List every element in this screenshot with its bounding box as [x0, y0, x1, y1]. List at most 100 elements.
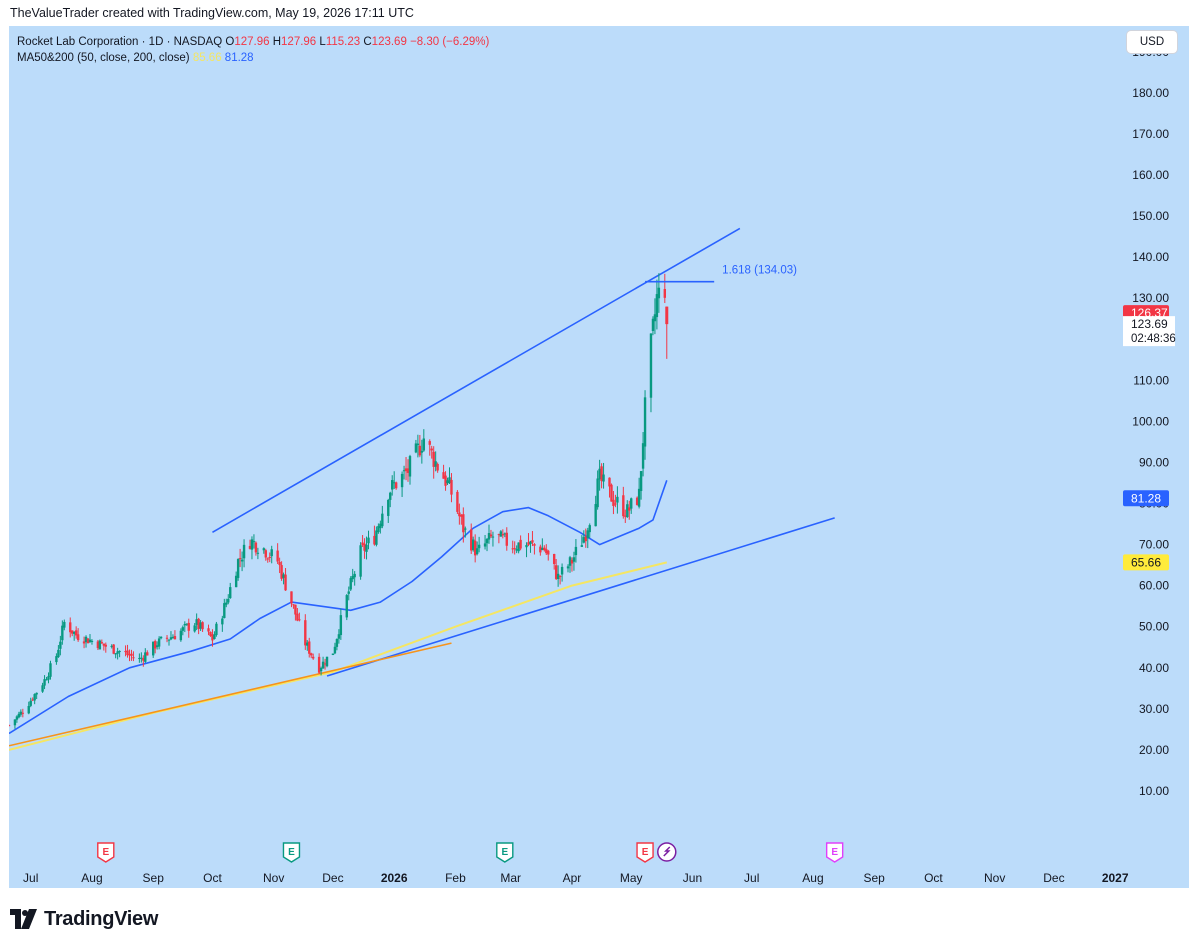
candle[interactable] — [519, 539, 522, 549]
candle[interactable] — [130, 653, 133, 656]
candle[interactable] — [539, 546, 542, 553]
candle[interactable] — [183, 624, 187, 626]
candle[interactable] — [655, 294, 659, 318]
candle[interactable] — [146, 652, 149, 656]
candle[interactable] — [637, 488, 641, 507]
candle[interactable] — [614, 503, 617, 505]
price-chart[interactable]: 1.618 (134.03) 10.00 20.00 30.00 40.00 50.00… — [9, 26, 1189, 888]
candle[interactable] — [88, 639, 92, 642]
candle[interactable] — [19, 711, 23, 715]
candle[interactable] — [501, 534, 505, 536]
candle[interactable] — [223, 603, 226, 619]
candle[interactable] — [262, 548, 266, 551]
candle[interactable] — [321, 661, 325, 669]
candle[interactable] — [157, 638, 161, 647]
candle[interactable] — [418, 445, 422, 456]
candle[interactable] — [628, 507, 631, 511]
candle[interactable] — [568, 557, 572, 566]
candle[interactable] — [142, 658, 145, 661]
candle[interactable] — [416, 443, 420, 446]
candle[interactable] — [462, 514, 465, 533]
candle[interactable] — [82, 641, 86, 644]
candle[interactable] — [76, 634, 80, 641]
candle[interactable] — [100, 642, 104, 644]
candle[interactable] — [325, 656, 329, 667]
candle[interactable] — [497, 534, 501, 536]
candle[interactable] — [155, 645, 159, 647]
candle[interactable] — [394, 482, 398, 489]
candle[interactable] — [270, 549, 273, 557]
candle[interactable] — [456, 491, 459, 512]
earnings-event-icon[interactable] — [636, 842, 654, 863]
candle[interactable] — [367, 537, 370, 544]
candle[interactable] — [102, 643, 106, 646]
candle[interactable] — [351, 575, 354, 580]
candle[interactable] — [594, 504, 597, 527]
candle[interactable] — [643, 397, 647, 447]
candle[interactable] — [444, 475, 447, 486]
candle[interactable] — [608, 477, 611, 487]
candle[interactable] — [359, 545, 362, 577]
candle[interactable] — [13, 719, 17, 726]
candle[interactable] — [471, 539, 475, 551]
candle[interactable] — [406, 468, 410, 473]
candle[interactable] — [278, 561, 281, 566]
candle[interactable] — [195, 619, 198, 625]
candle[interactable] — [17, 713, 21, 718]
candle[interactable] — [525, 544, 528, 548]
candle[interactable] — [55, 656, 58, 663]
candle[interactable] — [41, 685, 44, 692]
candle[interactable] — [252, 541, 256, 543]
candle[interactable] — [193, 625, 196, 632]
candle[interactable] — [124, 651, 127, 653]
candle[interactable] — [337, 634, 341, 639]
candle[interactable] — [63, 621, 66, 628]
earnings-event-icon[interactable] — [496, 842, 514, 863]
candle[interactable] — [43, 679, 46, 686]
candle[interactable] — [442, 472, 445, 479]
candle[interactable] — [483, 543, 487, 547]
candle[interactable] — [554, 565, 558, 579]
candle[interactable] — [211, 634, 214, 641]
candle[interactable] — [72, 631, 76, 634]
candle[interactable] — [347, 591, 350, 594]
candle[interactable] — [570, 559, 574, 564]
currency-selector[interactable]: USD — [1127, 31, 1177, 53]
candle[interactable] — [225, 602, 228, 605]
candle[interactable] — [84, 636, 88, 643]
candle[interactable] — [584, 536, 587, 542]
candle[interactable] — [477, 544, 481, 549]
candle[interactable] — [379, 523, 382, 529]
candle[interactable] — [663, 288, 667, 298]
candle[interactable] — [266, 558, 269, 560]
candle[interactable] — [639, 471, 643, 491]
candle[interactable] — [489, 534, 493, 537]
candle[interactable] — [402, 470, 406, 472]
candle[interactable] — [387, 499, 390, 516]
candle[interactable] — [256, 552, 260, 554]
candle[interactable] — [353, 573, 356, 578]
candle[interactable] — [311, 656, 315, 659]
candle[interactable] — [556, 573, 560, 579]
candle[interactable] — [420, 450, 424, 453]
candle[interactable] — [377, 526, 380, 533]
candle[interactable] — [323, 663, 327, 665]
candle[interactable] — [503, 533, 507, 535]
candle[interactable] — [282, 574, 285, 578]
ma50-line[interactable] — [9, 480, 668, 735]
candle[interactable] — [29, 700, 32, 706]
candle[interactable] — [59, 641, 62, 649]
candle[interactable] — [491, 536, 495, 538]
candle[interactable] — [373, 535, 376, 545]
candle[interactable] — [552, 554, 556, 565]
candle[interactable] — [363, 543, 366, 551]
candle[interactable] — [475, 548, 479, 555]
candle[interactable] — [345, 595, 348, 618]
candle[interactable] — [391, 480, 394, 490]
trendline-upper[interactable] — [212, 227, 741, 533]
candle[interactable] — [651, 318, 655, 331]
candle[interactable] — [649, 333, 653, 398]
candle[interactable] — [153, 641, 157, 649]
candle[interactable] — [389, 492, 392, 500]
candle[interactable] — [432, 451, 435, 467]
